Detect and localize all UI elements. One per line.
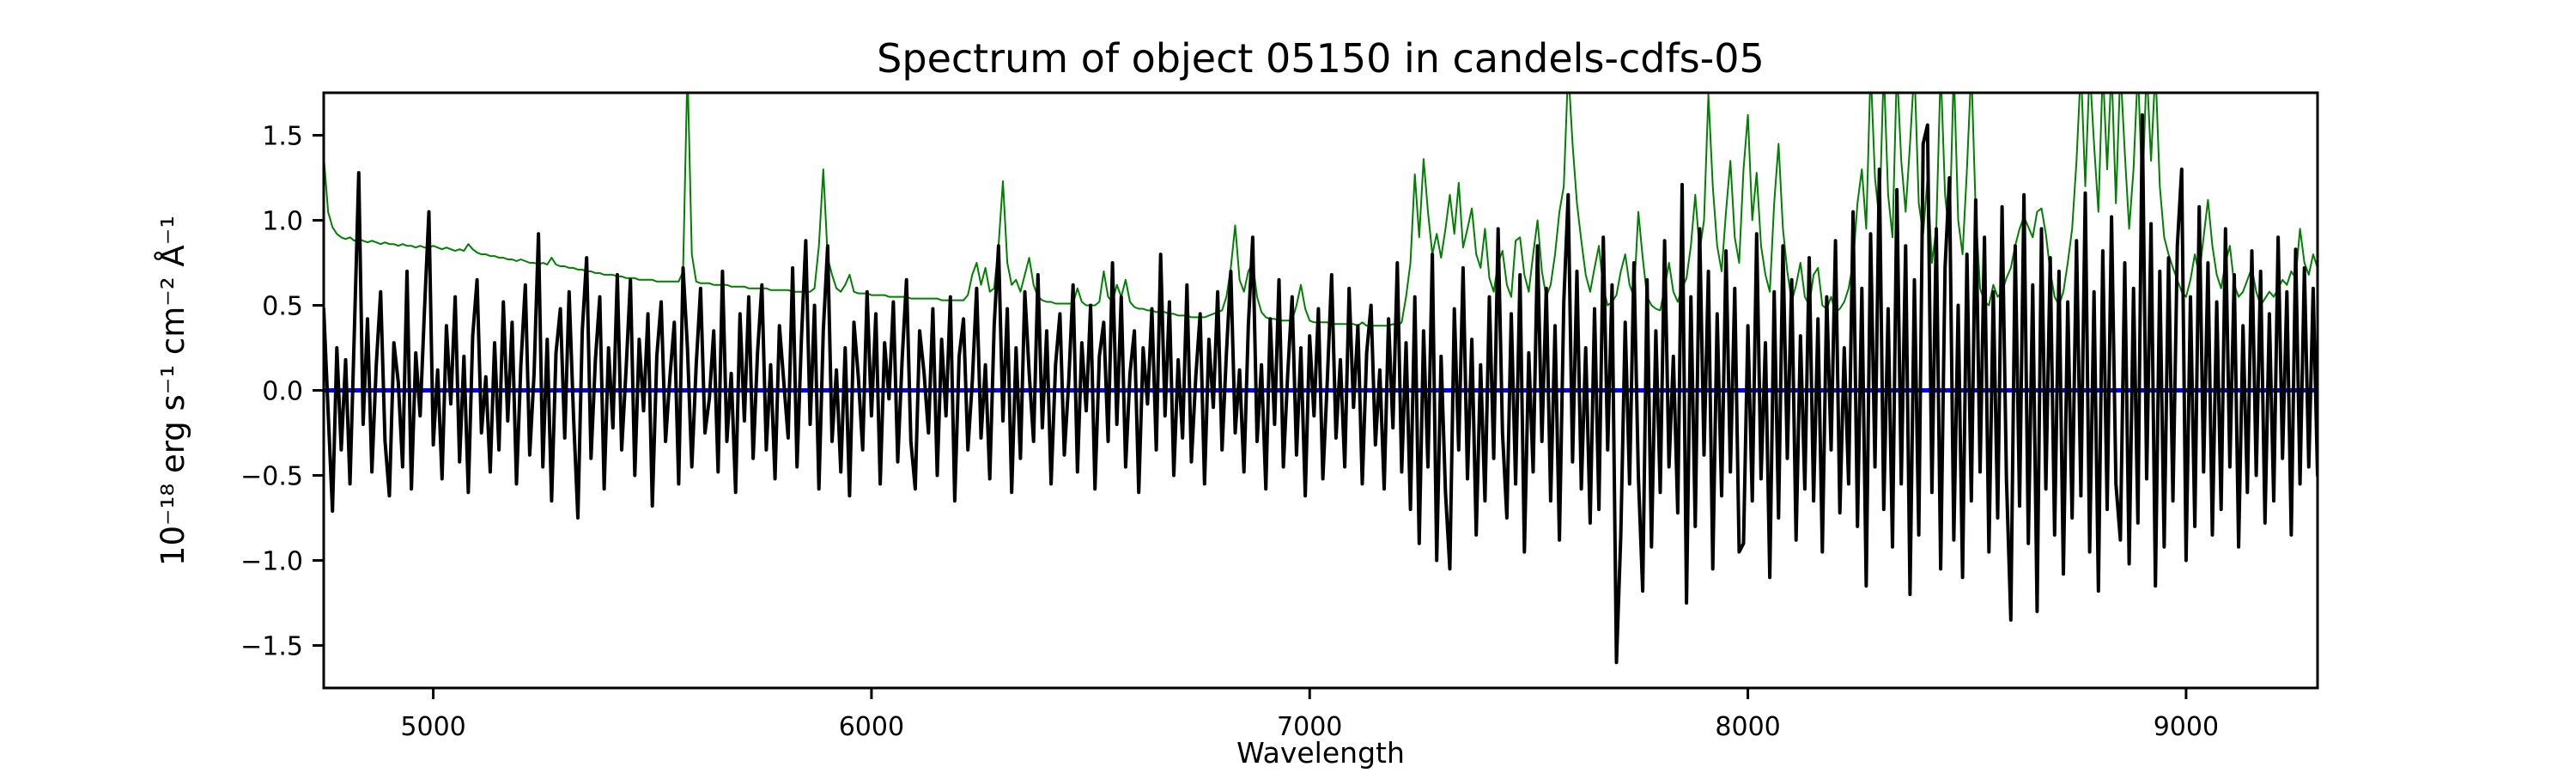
x-tick-label: 9000 bbox=[2154, 712, 2219, 742]
flux-line bbox=[324, 113, 2318, 665]
y-tick-label: 0.5 bbox=[262, 292, 303, 322]
x-tick-label: 6000 bbox=[839, 712, 904, 742]
y-tick-label: −0.5 bbox=[240, 462, 303, 492]
noise-line bbox=[324, 93, 2318, 327]
y-tick-label: −1.5 bbox=[240, 632, 303, 662]
x-tick-label: 7000 bbox=[1277, 712, 1342, 742]
y-tick-label: −1.0 bbox=[240, 547, 303, 577]
x-axis-label: Wavelength bbox=[1236, 736, 1405, 770]
x-tick-label: 5000 bbox=[400, 712, 465, 742]
plot-area bbox=[324, 93, 2318, 665]
y-axis-label: 10⁻¹⁸ erg s⁻¹ cm⁻² Å⁻¹ bbox=[154, 216, 191, 566]
y-tick-label: 0.0 bbox=[262, 377, 303, 407]
x-tick-label: 8000 bbox=[1715, 712, 1780, 742]
y-tick-label: 1.5 bbox=[262, 122, 303, 152]
axes: 5000 6000 7000 8000 9000 −1.5 −1.0 −0.5 0.0 0.5 1.… bbox=[240, 91, 2319, 742]
y-tick-label: 1.0 bbox=[262, 207, 303, 237]
chart-title: Spectrum of object 05150 in candels-cdfs… bbox=[877, 35, 1765, 82]
